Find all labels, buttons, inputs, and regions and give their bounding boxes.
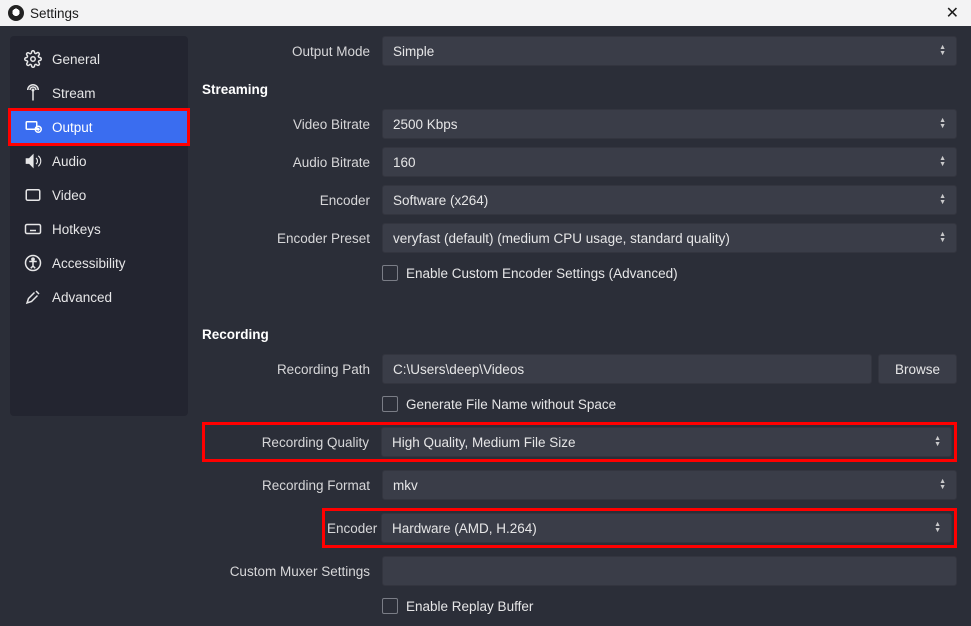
close-icon[interactable]: ✕: [942, 3, 963, 23]
accessibility-icon: [24, 254, 42, 272]
video-bitrate-label: Video Bitrate: [202, 117, 382, 132]
muxer-input[interactable]: [382, 556, 957, 586]
gen-filename-checkbox[interactable]: [382, 396, 398, 412]
recording-encoder-label: Encoder: [327, 521, 381, 536]
audio-icon: [24, 152, 42, 170]
titlebar: Settings ✕: [0, 0, 971, 26]
stream-encoder-select[interactable]: Software (x264) ▲▼: [382, 185, 957, 215]
recording-quality-highlighted: Recording Quality High Quality, Medium F…: [202, 422, 957, 462]
encoder-preset-value: veryfast (default) (medium CPU usage, st…: [393, 231, 730, 246]
sidebar-item-hotkeys[interactable]: Hotkeys: [10, 212, 188, 246]
recording-format-value: mkv: [393, 478, 418, 493]
sidebar-item-label: Output: [52, 120, 93, 135]
recording-encoder-select[interactable]: Hardware (AMD, H.264) ▲▼: [381, 513, 952, 543]
sidebar-item-general[interactable]: General: [10, 42, 188, 76]
chevron-updown-icon: ▲▼: [939, 156, 946, 168]
replay-buffer-checkbox[interactable]: [382, 598, 398, 614]
recording-quality-value: High Quality, Medium File Size: [392, 435, 576, 450]
chevron-updown-icon: ▲▼: [939, 194, 946, 206]
recording-quality-select[interactable]: High Quality, Medium File Size ▲▼: [381, 427, 952, 457]
sidebar-item-label: General: [52, 52, 100, 67]
chevron-updown-icon: ▲▼: [939, 232, 946, 244]
window-title: Settings: [30, 6, 79, 21]
keyboard-icon: [24, 220, 42, 238]
browse-button[interactable]: Browse: [878, 354, 957, 384]
sidebar-item-output[interactable]: Output: [10, 110, 188, 144]
chevron-updown-icon: ▲▼: [939, 479, 946, 491]
output-icon: [24, 118, 42, 136]
recording-format-select[interactable]: mkv ▲▼: [382, 470, 957, 500]
recording-encoder-value: Hardware (AMD, H.264): [392, 521, 537, 536]
video-bitrate-value: 2500 Kbps: [393, 117, 458, 132]
spinner-icon: ▲▼: [939, 118, 946, 130]
audio-bitrate-value: 160: [393, 155, 416, 170]
recording-title: Recording: [202, 327, 957, 342]
output-mode-value: Simple: [393, 44, 434, 59]
enable-custom-label: Enable Custom Encoder Settings (Advanced…: [406, 266, 678, 281]
recording-quality-label: Recording Quality: [207, 435, 381, 450]
sidebar-item-label: Video: [52, 188, 86, 203]
sidebar-item-stream[interactable]: Stream: [10, 76, 188, 110]
sidebar-item-audio[interactable]: Audio: [10, 144, 188, 178]
tools-icon: [24, 288, 42, 306]
chevron-updown-icon: ▲▼: [934, 522, 941, 534]
recording-encoder-highlighted: Encoder Hardware (AMD, H.264) ▲▼: [322, 508, 957, 548]
app-icon: [8, 5, 24, 21]
recording-path-input[interactable]: C:\Users\deep\Videos: [382, 354, 872, 384]
recording-format-label: Recording Format: [202, 478, 382, 493]
sidebar-item-label: Hotkeys: [52, 222, 101, 237]
audio-bitrate-select[interactable]: 160 ▲▼: [382, 147, 957, 177]
stream-encoder-label: Encoder: [202, 193, 382, 208]
encoder-preset-label: Encoder Preset: [202, 231, 382, 246]
encoder-preset-select[interactable]: veryfast (default) (medium CPU usage, st…: [382, 223, 957, 253]
chevron-updown-icon: ▲▼: [939, 45, 946, 57]
audio-bitrate-label: Audio Bitrate: [202, 155, 382, 170]
sidebar-item-advanced[interactable]: Advanced: [10, 280, 188, 314]
sidebar-item-label: Accessibility: [52, 256, 126, 271]
sidebar-item-label: Stream: [52, 86, 96, 101]
replay-buffer-label: Enable Replay Buffer: [406, 599, 533, 614]
output-mode-label: Output Mode: [202, 44, 382, 59]
streaming-title: Streaming: [202, 82, 957, 97]
video-icon: [24, 186, 42, 204]
antenna-icon: [24, 84, 42, 102]
recording-path-label: Recording Path: [202, 362, 382, 377]
chevron-updown-icon: ▲▼: [934, 436, 941, 448]
muxer-label: Custom Muxer Settings: [202, 564, 382, 579]
video-bitrate-input[interactable]: 2500 Kbps ▲▼: [382, 109, 957, 139]
enable-custom-checkbox[interactable]: [382, 265, 398, 281]
sidebar: General Stream Output Audio: [10, 36, 188, 416]
gen-filename-label: Generate File Name without Space: [406, 397, 616, 412]
recording-path-value: C:\Users\deep\Videos: [393, 362, 524, 377]
main-panel: Output Mode Simple ▲▼ Streaming Video Bi…: [202, 36, 961, 616]
gear-icon: [24, 50, 42, 68]
stream-encoder-value: Software (x264): [393, 193, 488, 208]
sidebar-item-accessibility[interactable]: Accessibility: [10, 246, 188, 280]
sidebar-item-label: Audio: [52, 154, 87, 169]
sidebar-item-video[interactable]: Video: [10, 178, 188, 212]
sidebar-item-label: Advanced: [52, 290, 112, 305]
output-mode-select[interactable]: Simple ▲▼: [382, 36, 957, 66]
